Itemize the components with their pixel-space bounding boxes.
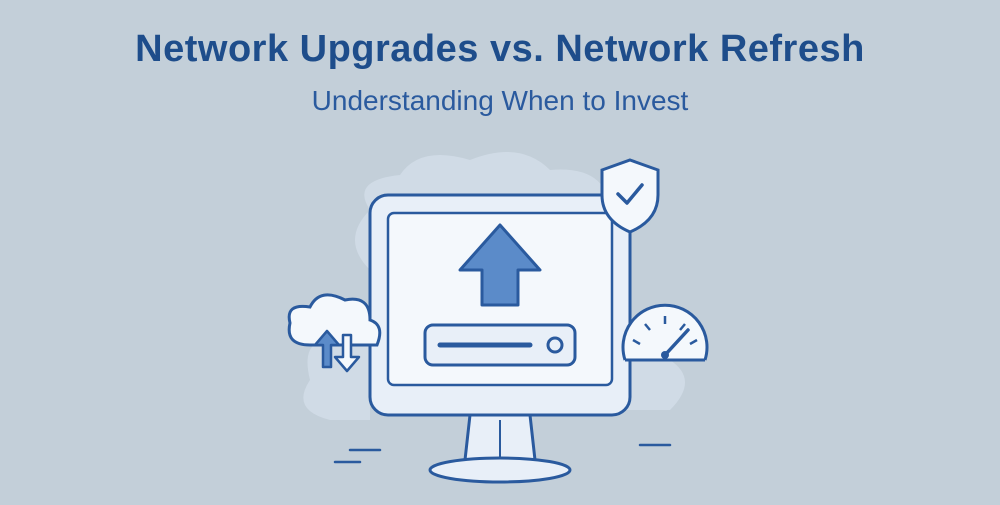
page-title: Network Upgrades vs. Network Refresh xyxy=(0,0,1000,71)
network-illustration xyxy=(240,140,760,500)
gauge-icon xyxy=(623,305,707,360)
drive-bar-icon xyxy=(425,325,575,365)
page-subtitle: Understanding When to Invest xyxy=(0,71,1000,117)
